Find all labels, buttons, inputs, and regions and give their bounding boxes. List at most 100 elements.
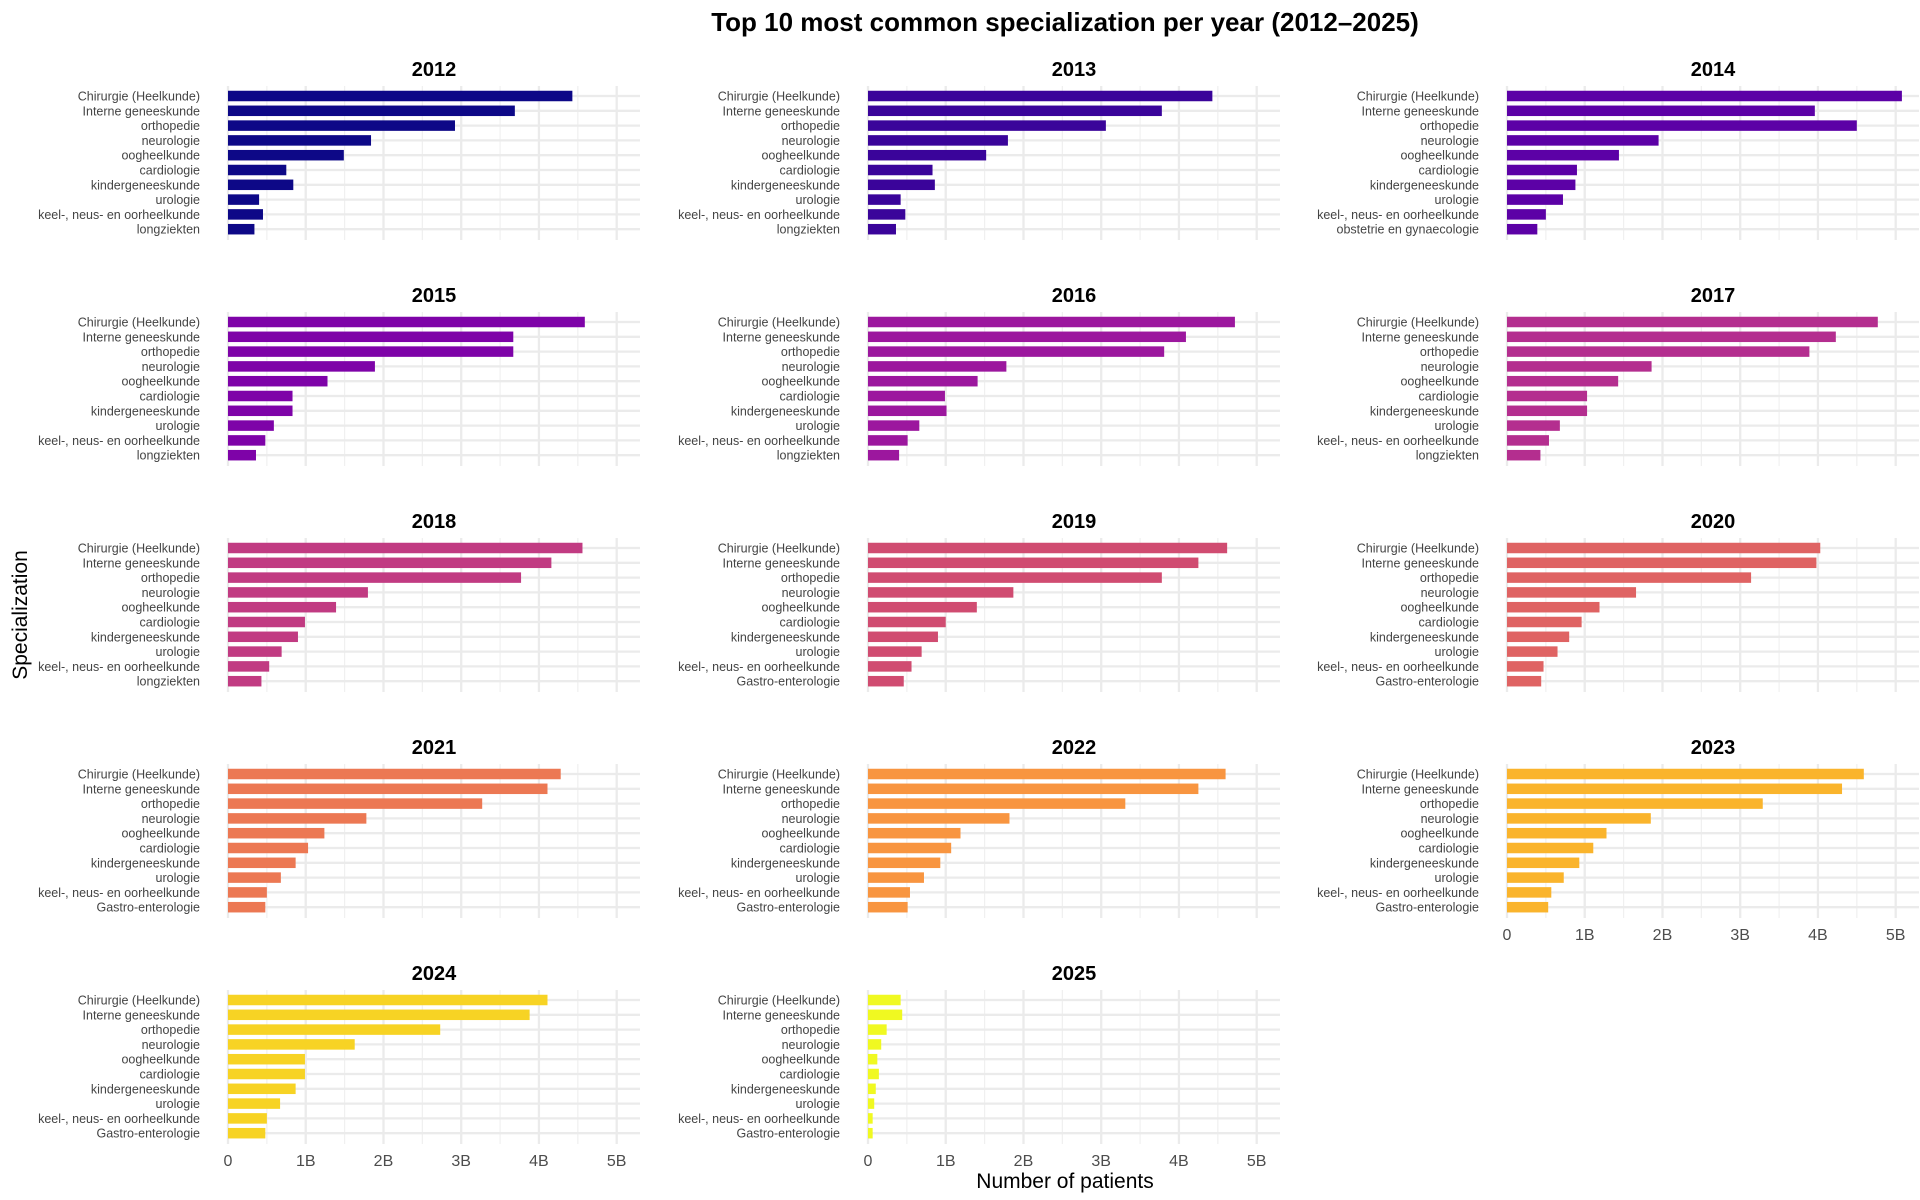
category-label: Chirurgie (Heelkunde): [1357, 542, 1479, 556]
bar: [1507, 872, 1564, 883]
bar: [868, 572, 1162, 583]
bar: [1507, 616, 1582, 628]
bar: [228, 105, 515, 117]
bar: [228, 631, 298, 643]
category-label: oogheelkunde: [121, 827, 200, 841]
category-label: urologie: [796, 193, 841, 207]
panel-title: 2021: [412, 737, 457, 759]
panel-2025: 2025 Chirurgie (Heelkunde)Interne geneesk…: [678, 963, 1280, 1170]
panel-2012: 2012 Chirurgie (Heelkunde)Interne geneesk…: [38, 59, 640, 240]
bar: [868, 209, 906, 220]
bar: [1507, 164, 1577, 176]
category-label: keel-, neus- en oorheelkunde: [1317, 208, 1479, 222]
bar: [228, 420, 274, 431]
category-label: neurologie: [782, 812, 840, 826]
bar: [868, 646, 922, 657]
bar: [1507, 149, 1619, 161]
category-label: orthopedie: [141, 1023, 200, 1037]
category-label: oogheelkunde: [761, 149, 840, 163]
category-label: Chirurgie (Heelkunde): [1357, 316, 1479, 330]
bar: [1507, 601, 1600, 613]
category-label: orthopedie: [141, 119, 200, 133]
category-label: cardiologie: [1419, 164, 1480, 178]
bar: [1507, 857, 1580, 869]
category-label: longziekten: [137, 223, 200, 237]
panel-title: 2015: [412, 285, 457, 307]
category-label: orthopedie: [781, 797, 840, 811]
bar: [228, 1127, 266, 1139]
bar: [1507, 316, 1878, 328]
bar: [868, 616, 946, 628]
category-label: cardiologie: [780, 390, 841, 404]
category-label: orthopedie: [781, 1023, 840, 1037]
bar: [868, 857, 941, 869]
x-tick-label: 3B: [451, 1153, 471, 1170]
panel-title: 2025: [1052, 963, 1097, 985]
category-label: urologie: [1435, 193, 1480, 207]
bar: [228, 572, 522, 583]
category-label: kindergeneeskunde: [1370, 178, 1479, 192]
category-label: kindergeneeskunde: [1370, 630, 1479, 644]
bar: [1507, 346, 1810, 357]
bar: [868, 120, 1106, 131]
bar: [1507, 420, 1560, 431]
category-label: neurologie: [142, 812, 200, 826]
category-label: Chirurgie (Heelkunde): [78, 542, 200, 556]
panel-title: 2017: [1691, 285, 1736, 307]
category-label: neurologie: [782, 1038, 840, 1052]
bar: [228, 675, 262, 687]
bar: [868, 587, 1014, 598]
category-label: kindergeneeskunde: [91, 178, 200, 192]
category-label: neurologie: [782, 586, 840, 600]
bar: [868, 994, 901, 1006]
bar: [1507, 375, 1619, 387]
x-tick-label: 1B: [296, 1153, 316, 1170]
bar: [868, 1009, 903, 1021]
bar: [868, 375, 978, 387]
category-label: Interne geneeskunde: [723, 782, 841, 796]
category-label: oogheelkunde: [1400, 601, 1479, 615]
bar: [868, 420, 920, 431]
category-label: Gastro-enterologie: [736, 675, 840, 689]
category-label: longziekten: [777, 449, 840, 463]
bar: [228, 857, 296, 869]
category-label: Interne geneeskunde: [723, 104, 841, 118]
category-label: Gastro-enterologie: [96, 1127, 200, 1141]
panel-2020: 2020 Chirurgie (Heelkunde)Interne geneesk…: [1317, 511, 1919, 692]
category-label: Chirurgie (Heelkunde): [78, 316, 200, 330]
category-label: kindergeneeskunde: [91, 404, 200, 418]
bar: [1507, 90, 1902, 102]
bar: [228, 179, 294, 191]
bar: [1507, 798, 1763, 809]
category-label: oogheelkunde: [1400, 149, 1479, 163]
bar: [868, 164, 933, 176]
category-label: kindergeneeskunde: [731, 404, 840, 418]
category-label: keel-, neus- en oorheelkunde: [678, 660, 840, 674]
category-label: urologie: [156, 419, 201, 433]
bar: [228, 1039, 355, 1050]
category-label: keel-, neus- en oorheelkunde: [38, 434, 200, 448]
category-label: Gastro-enterologie: [1375, 675, 1479, 689]
bar: [868, 601, 977, 613]
category-label: keel-, neus- en oorheelkunde: [38, 208, 200, 222]
category-label: neurologie: [142, 360, 200, 374]
category-label: keel-, neus- en oorheelkunde: [678, 886, 840, 900]
bar: [228, 316, 585, 328]
category-label: neurologie: [1421, 586, 1479, 600]
panel-title: 2023: [1691, 737, 1736, 759]
category-label: oogheelkunde: [121, 601, 200, 615]
bar: [228, 390, 293, 402]
category-label: orthopedie: [1420, 345, 1479, 359]
bar: [1507, 120, 1857, 131]
bar: [1507, 194, 1563, 205]
bar: [228, 783, 548, 795]
bar: [228, 661, 270, 672]
bar: [868, 346, 1165, 357]
bar: [1507, 631, 1570, 643]
category-label: longziekten: [137, 675, 200, 689]
category-label: cardiologie: [780, 616, 841, 630]
panel-2013: 2013 Chirurgie (Heelkunde)Interne geneesk…: [678, 59, 1280, 240]
category-label: Interne geneeskunde: [1362, 104, 1480, 118]
bar: [1507, 572, 1752, 583]
